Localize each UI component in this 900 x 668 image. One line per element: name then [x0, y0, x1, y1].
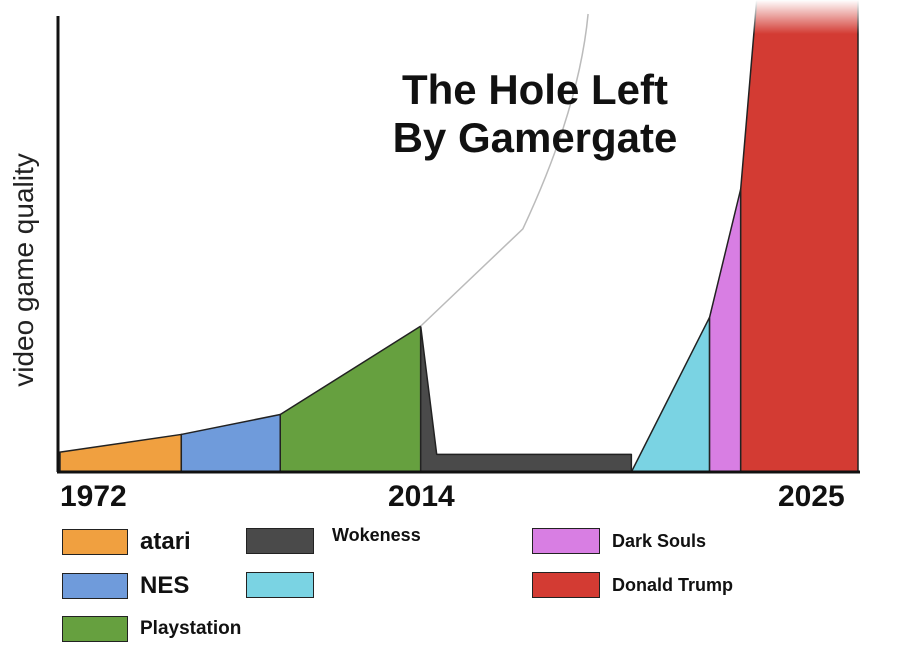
- segment-dark-souls: [708, 188, 742, 473]
- legend-item-unlabeled: [246, 572, 326, 598]
- legend-item-nes: NES: [62, 572, 189, 600]
- chart-title-line-1: The Hole Left: [401, 66, 668, 113]
- trend-line: [420, 13, 589, 327]
- segment-wokeness: [419, 325, 633, 473]
- legend-item-dark-souls: Dark Souls: [532, 528, 706, 554]
- legend-label-playstation: Playstation: [140, 618, 242, 639]
- legend-swatch-playstation: [62, 616, 128, 642]
- x-tick-1972: 1972: [60, 480, 127, 513]
- legend-swatch-wokeness: [246, 528, 314, 554]
- segment-nes: [180, 413, 281, 473]
- segment-playstation: [279, 325, 422, 473]
- legend-item-playstation: Playstation: [62, 616, 241, 642]
- x-tick-2025: 2025: [778, 480, 845, 513]
- legend-swatch-donald-trump: [532, 572, 600, 598]
- top-fade: [740, 0, 870, 34]
- legend-swatch-dark-souls: [532, 528, 600, 554]
- segment-atari: [59, 433, 183, 473]
- y-axis-label: video game quality: [8, 153, 39, 387]
- legend-label-dark-souls: Dark Souls: [612, 530, 707, 551]
- segment-unlabeled-4: [630, 316, 711, 473]
- legend-item-wokeness: Wokeness: [246, 524, 421, 554]
- legend-label-nes: NES: [140, 572, 190, 599]
- x-tick-2014: 2014: [388, 480, 455, 513]
- legend-swatch-atari: [62, 529, 128, 555]
- chart-title-line-2: By Gamergate: [392, 114, 678, 161]
- legend-swatch-unlabeled: [246, 572, 314, 598]
- legend-label-wokeness: Wokeness: [332, 524, 421, 545]
- segment-donald-trump: [739, 0, 859, 473]
- chart-title: The Hole Left By Gamergate: [330, 66, 740, 162]
- legend-item-donald-trump: Donald Trump: [532, 572, 733, 598]
- legend-item-atari: atari: [62, 528, 191, 556]
- legend-label-atari: atari: [140, 528, 191, 555]
- legend-label-donald-trump: Donald Trump: [612, 574, 733, 595]
- legend-swatch-nes: [62, 573, 128, 599]
